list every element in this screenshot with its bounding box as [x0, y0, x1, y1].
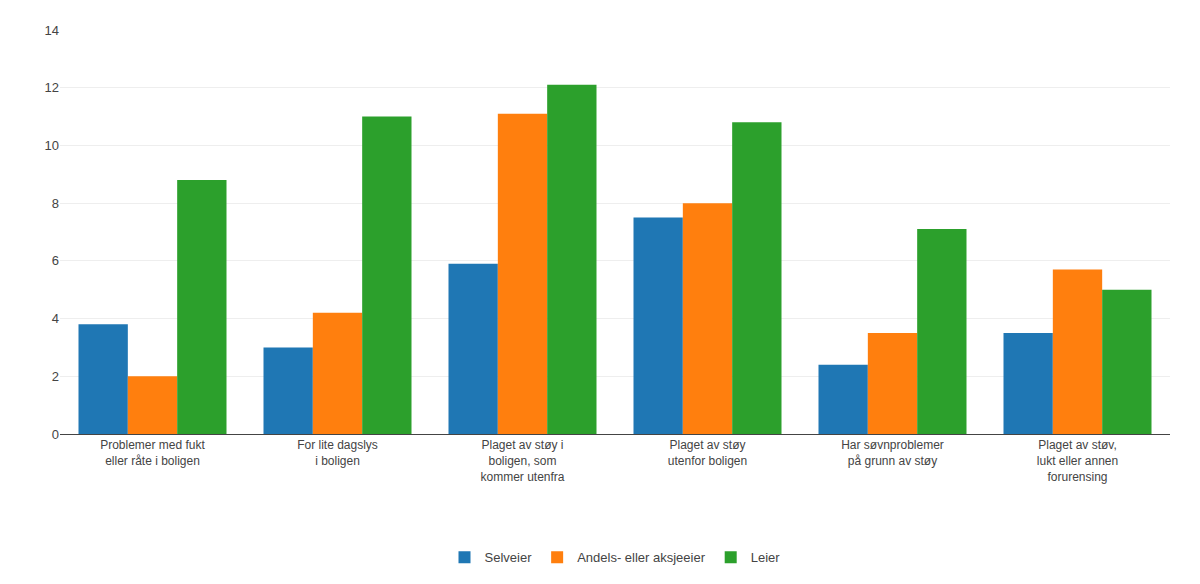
svg-text:8: 8: [52, 196, 59, 211]
svg-text:4: 4: [52, 311, 59, 326]
svg-text:For lite dagslysi boligen: For lite dagslysi boligen: [297, 438, 378, 468]
svg-text:6: 6: [52, 253, 59, 268]
svg-text:Plaget av støv,lukt eller anne: Plaget av støv,lukt eller annenforurensi…: [1037, 438, 1118, 483]
svg-text:10: 10: [45, 138, 59, 153]
svg-text:Problemer med fukteller råte i: Problemer med fukteller råte i boligen: [100, 438, 205, 468]
svg-text:Har søvnproblemerpå grunn av s: Har søvnproblemerpå grunn av støy: [841, 438, 944, 468]
svg-text:Andels- eller aksjeeier: Andels- eller aksjeeier: [577, 550, 706, 565]
svg-text:14: 14: [45, 23, 59, 38]
svg-text:Plaget av støy iboligen, somko: Plaget av støy iboligen, somkommer utenf…: [480, 438, 564, 483]
svg-text:Leier: Leier: [751, 550, 781, 565]
svg-text:Plaget av støyutenfor boligen: Plaget av støyutenfor boligen: [668, 438, 747, 468]
svg-text:2: 2: [52, 369, 59, 384]
svg-text:Selveier: Selveier: [485, 550, 533, 565]
svg-text:0: 0: [52, 427, 59, 442]
svg-text:12: 12: [45, 80, 59, 95]
